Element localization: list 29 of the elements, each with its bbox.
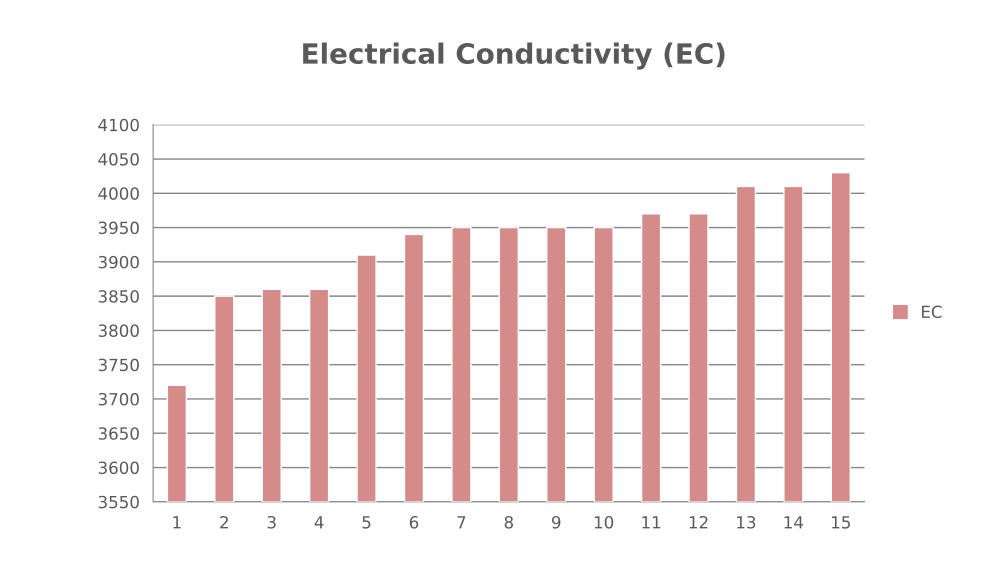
- x-tick-label: 4: [314, 516, 324, 528]
- x-tick-label: 6: [410, 516, 418, 529]
- x-tick-label: 3: [268, 516, 276, 529]
- y-tick-label: 3650: [98, 427, 139, 440]
- x-tick-label: 8: [504, 516, 513, 529]
- y-tick-label: 3700: [98, 392, 139, 406]
- x-tick-label: 11: [642, 516, 660, 528]
- y-tick-label: 3950: [98, 222, 139, 234]
- legend-label: EC: [922, 305, 942, 318]
- x-tick-label: 9: [552, 516, 560, 529]
- y-tick-label: 4050: [98, 152, 139, 166]
- x-tick-label: 7: [457, 516, 466, 528]
- y-tick-label: 3600: [98, 461, 139, 474]
- y-tick-label: 3550: [98, 496, 139, 508]
- y-tick-label: 3800: [98, 324, 139, 337]
- x-tick-label: 10: [594, 516, 614, 529]
- x-tick-label: 13: [737, 516, 756, 529]
- y-tick-label: 4000: [98, 187, 139, 200]
- y-tick-label: 3750: [98, 358, 139, 372]
- x-tick-label: 2: [220, 516, 228, 528]
- y-tick-label: 3900: [98, 256, 139, 268]
- x-tick-label: 5: [362, 516, 370, 529]
- chart-title: Electrical Conductivity (EC): [303, 42, 725, 70]
- x-tick-label: 1: [173, 516, 181, 528]
- y-tick-label: 4100: [98, 118, 139, 132]
- x-tick-label: 15: [832, 516, 850, 529]
- x-tick-label: 12: [690, 516, 708, 528]
- x-tick-label: 14: [784, 516, 804, 528]
- y-tick-label: 3850: [98, 290, 139, 303]
